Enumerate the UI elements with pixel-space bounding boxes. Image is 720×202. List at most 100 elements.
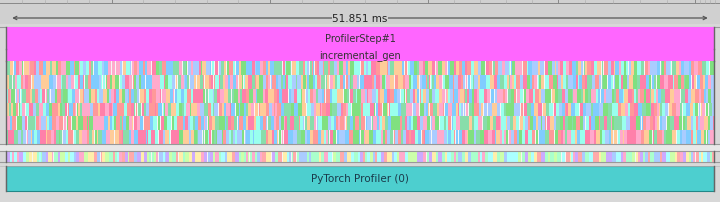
Bar	[426, 130, 428, 144]
Bar	[387, 62, 388, 76]
Bar	[22, 62, 23, 76]
Bar	[55, 89, 57, 103]
Bar	[415, 89, 417, 103]
Bar	[39, 151, 40, 162]
Bar	[6, 130, 8, 144]
Bar	[322, 117, 325, 130]
Bar	[444, 117, 446, 130]
Bar	[21, 89, 22, 103]
Bar	[275, 103, 276, 117]
Bar	[194, 130, 197, 144]
Bar	[76, 117, 78, 130]
Bar	[650, 89, 652, 103]
Bar	[580, 76, 582, 89]
Bar	[323, 62, 324, 76]
Bar	[374, 103, 375, 117]
Bar	[402, 117, 405, 130]
Bar	[0, 162, 720, 166]
Bar	[181, 89, 184, 103]
Bar	[134, 103, 135, 117]
Bar	[52, 103, 55, 117]
Bar	[274, 117, 276, 130]
Bar	[589, 117, 591, 130]
Bar	[562, 89, 565, 103]
Bar	[454, 89, 457, 103]
Bar	[621, 103, 625, 117]
Bar	[536, 117, 538, 130]
Bar	[431, 130, 435, 144]
Bar	[514, 130, 517, 144]
Bar	[112, 103, 113, 117]
Bar	[428, 151, 432, 162]
Bar	[540, 62, 544, 76]
Bar	[242, 89, 246, 103]
Bar	[16, 89, 17, 103]
Bar	[583, 89, 585, 103]
Bar	[474, 89, 477, 103]
Bar	[354, 89, 356, 103]
Bar	[10, 89, 12, 103]
Bar	[6, 151, 10, 162]
Bar	[261, 89, 264, 103]
Bar	[349, 130, 353, 144]
Bar	[217, 89, 220, 103]
Bar	[443, 103, 444, 117]
Bar	[22, 130, 27, 144]
Bar	[83, 117, 86, 130]
Bar	[330, 89, 332, 103]
Bar	[555, 89, 558, 103]
Bar	[228, 76, 230, 89]
Bar	[597, 62, 601, 76]
Bar	[252, 117, 254, 130]
Bar	[367, 117, 372, 130]
Bar	[14, 62, 16, 76]
Bar	[29, 151, 32, 162]
Bar	[204, 76, 209, 89]
Bar	[307, 62, 310, 76]
Bar	[305, 89, 307, 103]
Bar	[506, 89, 508, 103]
Bar	[698, 151, 701, 162]
Bar	[295, 117, 299, 130]
Bar	[40, 62, 43, 76]
Bar	[464, 89, 465, 103]
Bar	[469, 117, 472, 130]
Bar	[605, 130, 609, 144]
Bar	[573, 117, 576, 130]
Bar	[368, 62, 371, 76]
Bar	[493, 151, 498, 162]
Bar	[529, 89, 533, 103]
Bar	[168, 76, 172, 89]
Bar	[270, 62, 274, 76]
Bar	[250, 151, 252, 162]
Bar	[557, 76, 558, 89]
Bar	[70, 130, 73, 144]
Bar	[539, 130, 541, 144]
Bar	[94, 117, 96, 130]
Bar	[60, 103, 62, 117]
Bar	[314, 117, 316, 130]
Bar	[462, 151, 465, 162]
Bar	[657, 130, 658, 144]
Bar	[417, 62, 419, 76]
Bar	[634, 62, 637, 76]
Bar	[97, 151, 101, 162]
Text: incremental_gen: incremental_gen	[319, 50, 401, 61]
Bar	[612, 151, 616, 162]
Bar	[263, 117, 266, 130]
Bar	[161, 117, 164, 130]
Bar	[454, 62, 456, 76]
Bar	[176, 151, 179, 162]
Bar	[482, 89, 484, 103]
Bar	[644, 62, 646, 76]
Bar	[369, 130, 373, 144]
Bar	[454, 151, 456, 162]
Bar	[193, 62, 196, 76]
Bar	[660, 76, 664, 89]
Bar	[243, 76, 246, 89]
Bar	[342, 117, 344, 130]
Bar	[135, 76, 136, 89]
Bar	[210, 62, 212, 76]
Bar	[343, 62, 346, 76]
Bar	[344, 117, 346, 130]
